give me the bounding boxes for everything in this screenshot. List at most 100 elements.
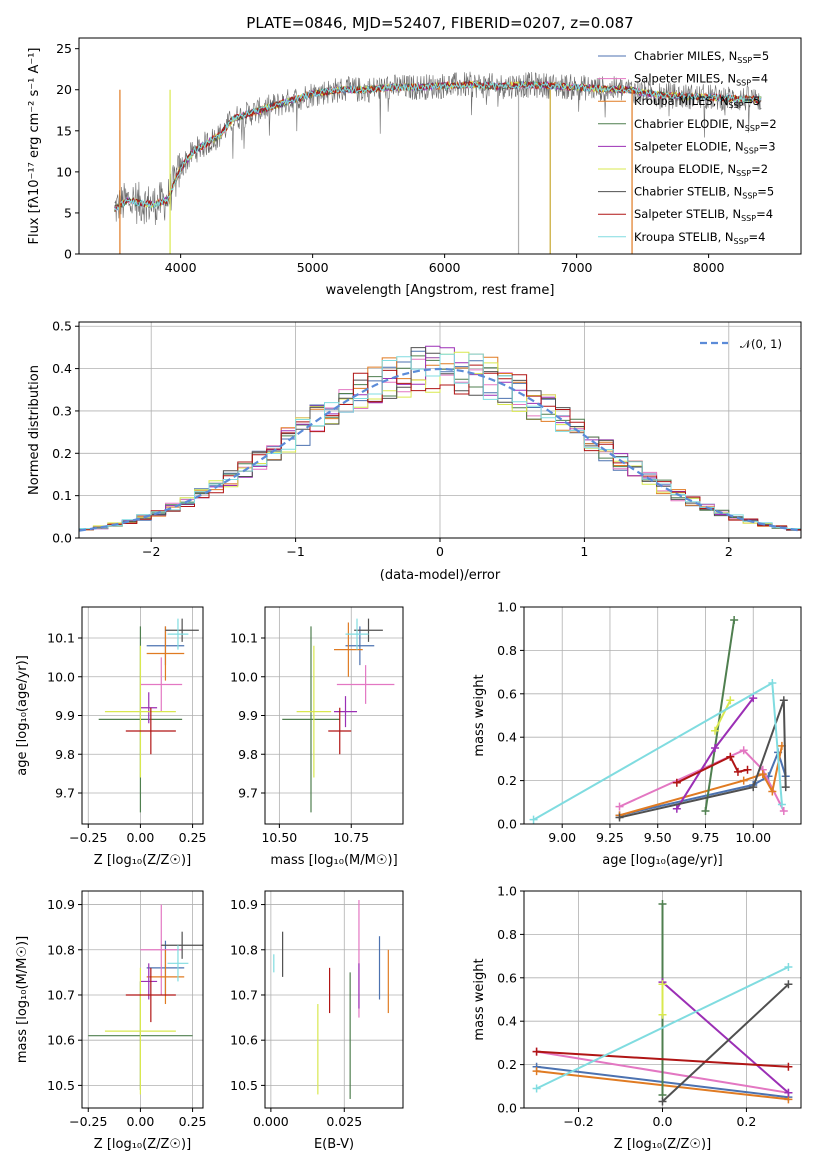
errorbar-point [125,967,176,1023]
errorbar-point [125,707,176,755]
axes-frame [81,606,204,825]
weight-marker [658,980,667,989]
x-tick-label: 10.50 [261,830,297,845]
weight-marker [532,1084,541,1093]
spectrum-panel: 4000 5000 6000 7000 8000 0 5 10 15 20 25 wavelength… [27,37,802,298]
x-tick-label: 0 [436,544,444,559]
mass-Z-errorbars [88,904,203,1095]
legend-label-sub: SSP [736,79,751,88]
legend-label: Kroupa MILES, NSSP=5 [634,94,760,110]
y-tick-label: 10.7 [230,987,258,1002]
y-tick-label: 10.9 [230,897,258,912]
y-tick-label: 10.6 [47,1033,75,1048]
y-tick-label: 0.8 [497,927,517,942]
legend-label-text: Chabrier STELIB, N [634,185,742,199]
legend-label: Chabrier MILES, NSSP=5 [634,49,769,65]
y-tick-label: 0.2 [497,773,517,788]
y-tick-label: 9.8 [238,747,258,762]
weight-line [676,755,748,784]
legend-label-suffix: =5 [752,49,769,63]
age-Z-ylabel: age [log₁₀(age/yr)] [15,655,30,776]
age-Z-panel: −0.25 0.00 0.25 9.7 9.8 9.9 10.0 10.1 Z [log₁₀(Z… [15,606,206,868]
x-tick-label: 9.00 [548,830,576,845]
errorbar-point [167,618,189,650]
legend-label: Kroupa ELODIE, NSSP=2 [634,162,768,178]
x-tick-label: 10.75 [333,830,369,845]
legend-label-suffix: =4 [749,230,766,244]
legend-label-text: Kroupa STELIB, N [634,230,734,244]
x-tick-label: 2 [725,544,733,559]
legend-label-suffix: =3 [759,139,776,153]
y-tick-label: 10.0 [230,669,258,684]
x-tick-label: 4000 [165,260,197,275]
axes-frame [264,890,404,1109]
age-mass-errorbars [282,618,395,813]
mass-Z-ylabel: mass [log₁₀(M/M☉)] [15,936,30,1063]
y-tick-label: 0.5 [52,319,72,334]
y-tick-label: 0.2 [52,446,72,461]
weight-marker [749,694,758,703]
weight-marker [739,776,748,785]
legend-label-text: Kroupa MILES, N [634,94,729,108]
y-tick-label: 10.5 [47,1078,75,1093]
weight-marker [768,787,777,796]
y-tick-label: 0.0 [497,1101,517,1116]
y-tick-label: 0.4 [497,1014,517,1029]
x-tick-label: 8000 [693,260,725,275]
weight-marker [658,1097,667,1106]
x-tick-label: 0.00 [126,1114,154,1129]
legend-label-sub: SSP [737,56,752,65]
legend-label-text: Chabrier MILES, N [634,49,737,63]
weight-marker [532,1047,541,1056]
weight-line [536,966,789,1090]
axes-frame [523,606,802,825]
y-tick-label: 1.0 [497,884,517,899]
spectrum-ylabel: Flux [fλ10⁻¹⁷ erg cm⁻² s⁻¹ A⁻¹] [27,48,42,245]
x-tick-label: −0.25 [69,830,107,845]
y-tick-label: 5 [64,205,72,220]
x-tick-label: 0.025 [326,1114,362,1129]
residual-histograms [79,345,801,533]
weight-marker [532,1067,541,1076]
weight-marker [784,980,793,989]
age-mass-xlabel: mass [log₁₀(M/M☉)] [270,853,397,868]
x-tick-label: 9.50 [644,830,672,845]
errorbar-point [140,904,183,995]
y-tick-label: 10.1 [47,631,75,646]
errorbar-point [161,931,203,959]
legend-label-sub: SSP [734,237,749,246]
y-tick-label: 10.8 [230,942,258,957]
axes-frame [523,890,802,1109]
legend-label: Salpeter ELODIE, NSSP=3 [634,139,776,155]
y-tick-label: 0.3 [52,403,72,418]
age-mass-panel: 10.50 10.75 9.7 9.8 9.9 10.0 10.1 mass [log₁₀(M… [230,606,404,868]
errorbar-point [146,626,185,681]
legend-label-text: Kroupa ELODIE, N [634,162,736,176]
legend-label-text: Salpeter STELIB, N [634,207,741,221]
legend-label: Kroupa STELIB, NSSP=4 [634,230,765,246]
errorbar-point [140,692,158,724]
y-tick-label: 10.9 [47,897,75,912]
legend-label-text: Salpeter MILES, N [634,72,736,86]
y-tick-label: 10 [56,164,72,179]
x-tick-label: 0.000 [253,1114,289,1129]
normal-reference-curve [79,367,801,532]
y-tick-label: 0.6 [497,970,517,985]
x-tick-label: 9.75 [692,830,720,845]
errorbar-point [354,618,383,642]
mass-Z-panel: −0.25 0.00 0.25 10.5 10.6 10.7 10.8 10.9 Z [log₁… [15,890,206,1152]
residuals-xlabel: (data-model)/error [380,568,501,583]
weight-line [536,1050,789,1068]
y-tick-label: 0.2 [497,1057,517,1072]
mass-ebv-errorbars [273,900,389,1099]
weight-Z-xlabel: Z [log₁₀(Z/Z☉)] [614,1137,711,1152]
weight-marker [749,783,758,792]
legend-label-suffix: =2 [751,162,768,176]
y-tick-label: 0.4 [497,730,517,745]
errorbar-point [328,707,352,755]
legend-label-sub: SSP [745,124,760,133]
weight-line [661,983,790,1103]
legend-label-text: Chabrier ELODIE, N [634,117,745,131]
x-tick-label: 7000 [561,260,593,275]
